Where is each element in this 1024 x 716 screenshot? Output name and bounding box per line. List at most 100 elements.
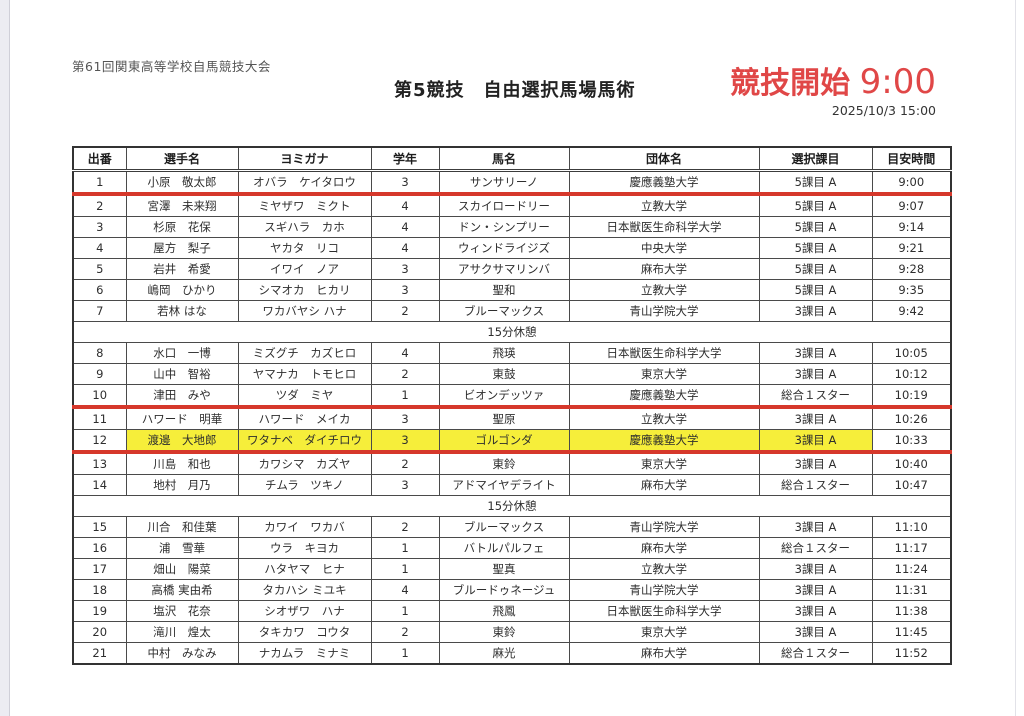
cell-time: 10:19 [871,384,952,409]
column-header-2: ヨミガナ [237,146,372,172]
start-label: 競技開始 [730,66,851,101]
cell-name: 川合 和佳葉 [125,516,239,538]
cell-team: 日本獣医生命科学大学 [568,216,760,238]
table-row: 10 津田 みや ツダ ミヤ 1 ビオンデッツァ 慶應義塾大学 総合１スター 10:19 [72,384,952,409]
cell-kana: タカハシ ミユキ [237,579,372,601]
cell-no: 20 [72,621,127,643]
cell-time: 11:52 [871,642,952,665]
cell-test: 5課目 A [758,258,873,280]
cell-name: 地村 月乃 [125,474,239,496]
cell-name: 宮澤 未来翔 [125,193,239,217]
cell-test: 5課目 A [758,216,873,238]
table-row: 6 嶋岡 ひかり シマオカ ヒカリ 3 聖和 立教大学 5課目 A 9:35 [72,279,952,301]
cell-grade: 3 [370,258,440,280]
photo-edge-left [0,0,10,716]
cell-time: 9:14 [871,216,952,238]
cell-horse: ゴルゴンダ [438,429,570,454]
table-row: 3 杉原 花保 スギハラ カホ 4 ドン・シンプリー 日本獣医生命科学大学 5課目 A 9:1… [72,216,952,238]
table-row: 13 川島 和也 カワシマ カズヤ 2 東鈴 東京大学 3課目 A 10:40 [72,451,952,475]
cell-name: 小原 敬太郎 [125,170,239,196]
cell-grade: 2 [370,621,440,643]
cell-no: 18 [72,579,127,601]
competition-title: 第5競技 自由選択馬場馬術 [394,80,636,101]
table-row: 8 水口 一博 ミズグチ カズヒロ 4 飛瑛 日本獣医生命科学大学 3課目 A 10:05 [72,342,952,364]
cell-team: 東京大学 [568,363,760,385]
cell-test: 3課目 A [758,363,873,385]
cell-no: 3 [72,216,127,238]
cell-no: 13 [72,451,127,475]
cell-team: 東京大学 [568,621,760,643]
cell-team: 中央大学 [568,237,760,259]
cell-horse: サンサリーノ [438,170,570,196]
cell-horse: 聖原 [438,406,570,430]
break-label: 15分休憩 [73,321,951,343]
cell-horse: 聖真 [438,558,570,580]
cell-grade: 1 [370,384,440,409]
cell-time: 9:21 [871,237,952,259]
cell-team: 慶應義塾大学 [568,429,760,454]
cell-time: 11:17 [871,537,952,559]
cell-team: 麻布大学 [568,537,760,559]
cell-team: 慶應義塾大学 [568,170,760,196]
cell-no: 16 [72,537,127,559]
cell-kana: チムラ ツキノ [237,474,372,496]
table-row: 5 岩井 希愛 イワイ ノア 3 アサクサマリンバ 麻布大学 5課目 A 9:28 [72,258,952,280]
cell-horse: ビオンデッツァ [438,384,570,409]
cell-test: 3課目 A [758,579,873,601]
cell-horse: ウィンドライジズ [438,237,570,259]
cell-test: 3課目 A [758,300,873,322]
cell-grade: 1 [370,642,440,665]
cell-time: 10:33 [871,429,952,454]
cell-grade: 4 [370,193,440,217]
table-row: 7 若林 はな ワカバヤシ ハナ 2 ブルーマックス 青山学院大学 3課目 A 9:42 [72,300,952,322]
cell-no: 1 [72,170,127,196]
cell-name: 塩沢 花奈 [125,600,239,622]
cell-name: 水口 一博 [125,342,239,364]
cell-horse: スカイロードリー [438,193,570,217]
table-row: 17 畑山 陽菜 ハタヤマ ヒナ 1 聖真 立教大学 3課目 A 11:24 [72,558,952,580]
table-row: 2 宮澤 未来翔 ミヤザワ ミクト 4 スカイロードリー 立教大学 5課目 A 9:07 [72,193,952,217]
cell-kana: ヤマナカ トモヒロ [237,363,372,385]
table-row: 19 塩沢 花奈 シオザワ ハナ 1 飛鳳 日本獣医生命科学大学 3課目 A 11:38 [72,600,952,622]
cell-kana: カワシマ カズヤ [237,451,372,475]
cell-no: 7 [72,300,127,322]
cell-test: 3課目 A [758,558,873,580]
cell-kana: スギハラ カホ [237,216,372,238]
cell-team: 立教大学 [568,193,760,217]
cell-test: 5課目 A [758,170,873,196]
cell-test: 総合１スター [758,537,873,559]
cell-grade: 1 [370,558,440,580]
cell-test: 総合１スター [758,474,873,496]
cell-grade: 3 [370,406,440,430]
cell-test: 3課目 A [758,342,873,364]
cell-name: 津田 みや [125,384,239,409]
cell-kana: ハワード メイカ [237,406,372,430]
cell-horse: ブルードゥネージュ [438,579,570,601]
cell-grade: 3 [370,429,440,454]
cell-grade: 2 [370,451,440,475]
cell-kana: ハタヤマ ヒナ [237,558,372,580]
start-time-value: 9:00 [859,62,936,102]
cell-test: 総合１スター [758,384,873,409]
cell-team: 日本獣医生命科学大学 [568,600,760,622]
break-row: 15分休憩 [73,321,951,343]
cell-horse: バトルパルフェ [438,537,570,559]
startlist-table: 出番 選手名 ヨミガナ 学年 馬名 団体名 選択課目 目安時間 1 小原 敬太郎 オバラ ケイタロ… [72,146,952,665]
cell-no: 4 [72,237,127,259]
cell-no: 12 [72,429,127,454]
cell-kana: ミズグチ カズヒロ [237,342,372,364]
cell-horse: 飛鳳 [438,600,570,622]
cell-time: 11:24 [871,558,952,580]
cell-grade: 4 [370,216,440,238]
cell-no: 5 [72,258,127,280]
cell-test: 5課目 A [758,279,873,301]
cell-name: 中村 みなみ [125,642,239,665]
cell-name: 浦 雪華 [125,537,239,559]
cell-team: 麻布大学 [568,642,760,665]
column-header-3: 学年 [370,146,440,172]
table-row: 4 屋方 梨子 ヤカタ リコ 4 ウィンドライジズ 中央大学 5課目 A 9:21 [72,237,952,259]
cell-time: 11:38 [871,600,952,622]
cell-horse: 東鈴 [438,451,570,475]
cell-time: 10:47 [871,474,952,496]
